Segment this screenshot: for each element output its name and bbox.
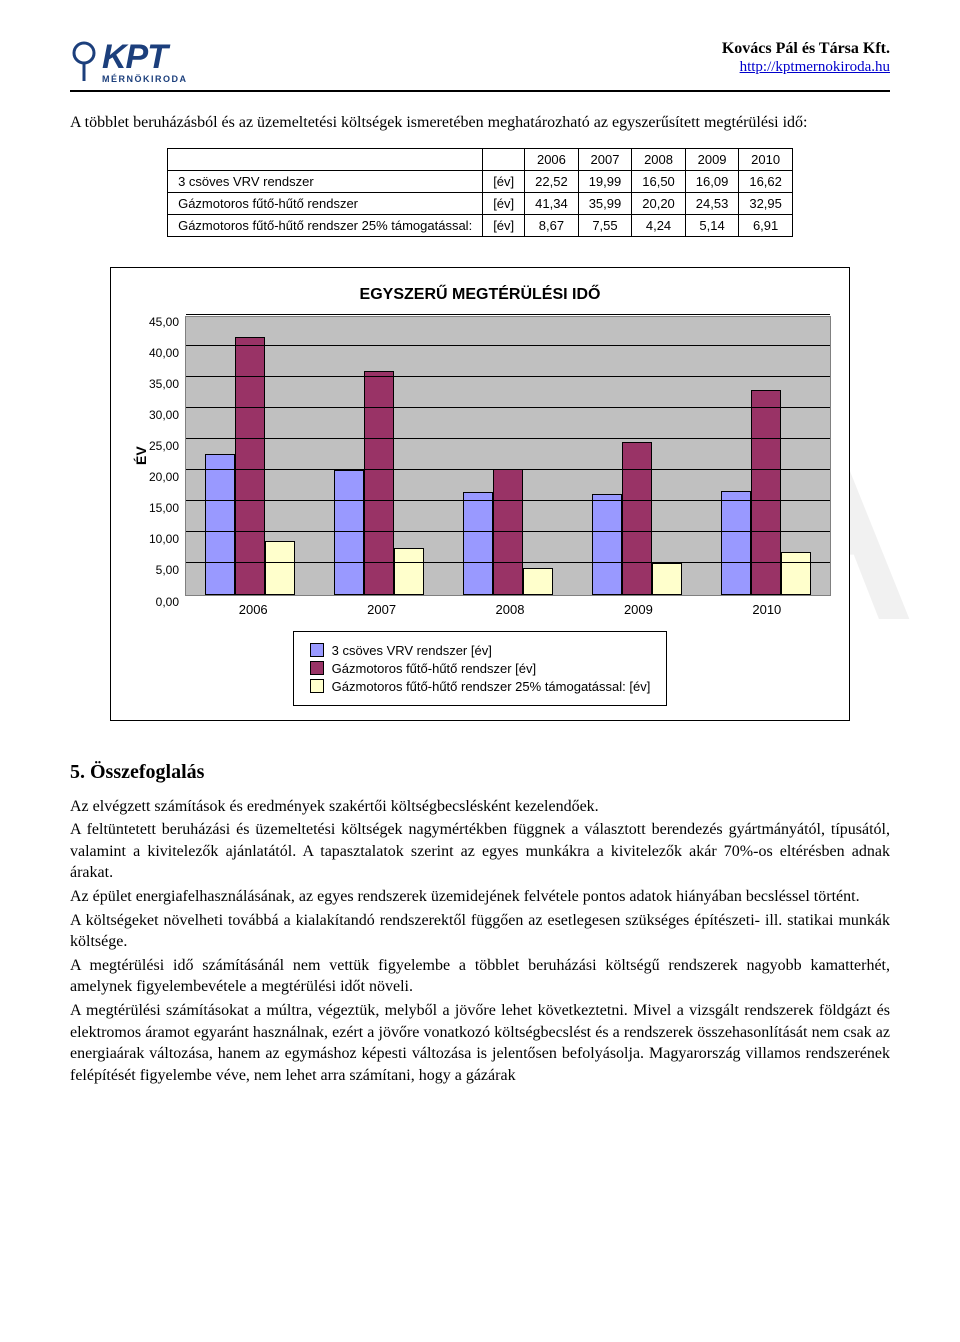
cell: 8,67 <box>525 214 579 236</box>
bar <box>592 494 622 594</box>
bar <box>652 563 682 595</box>
cell: 6,91 <box>739 214 793 236</box>
legend-label: 3 csöves VRV rendszer [év] <box>332 643 492 658</box>
bar <box>334 470 364 594</box>
legend-swatch <box>310 661 324 675</box>
bar <box>265 541 295 595</box>
cell: 32,95 <box>739 192 793 214</box>
bar-group <box>572 317 701 595</box>
bar <box>364 371 394 595</box>
bar <box>781 552 811 595</box>
row-label: 3 csöves VRV rendszer <box>168 170 483 192</box>
chart-legend: 3 csöves VRV rendszer [év] Gázmotoros fűt… <box>293 631 668 706</box>
cell: 5,14 <box>685 214 739 236</box>
row-unit: [év] <box>483 170 525 192</box>
cell: 7,55 <box>578 214 632 236</box>
logo-main-text: KPT <box>102 40 188 74</box>
payback-table: 2006 2007 2008 2009 2010 3 csöves VRV re… <box>167 148 793 237</box>
cell: 35,99 <box>578 192 632 214</box>
row-unit: [év] <box>483 214 525 236</box>
bar <box>622 442 652 595</box>
body-paragraph: Az elvégzett számítások és eredmények sz… <box>70 796 890 818</box>
chart-xaxis: 20062007200820092010 <box>129 602 831 617</box>
body-paragraph: A költségeket növelheti továbbá a kialak… <box>70 910 890 953</box>
section-body: Az elvégzett számítások és eredmények sz… <box>70 796 890 1087</box>
legend-row: 3 csöves VRV rendszer [év] <box>310 643 651 658</box>
chart-plot <box>185 316 831 596</box>
logo-sub-text: MÉRNÖKIRODA <box>102 74 188 84</box>
body-paragraph: A megtérülési számításokat a múltra, vég… <box>70 1000 890 1086</box>
bar-group <box>444 317 573 595</box>
chart-yaxis: 0,005,0010,0015,0020,0025,0030,0035,0040… <box>149 316 185 596</box>
bar-group <box>186 317 315 595</box>
company-url[interactable]: http://kptmernokiroda.hu <box>740 59 890 75</box>
body-paragraph: Az épület energiafelhasználásának, az eg… <box>70 886 890 908</box>
cell: 16,62 <box>739 170 793 192</box>
cell: 4,24 <box>632 214 686 236</box>
cell: 24,53 <box>685 192 739 214</box>
logo: KPT MÉRNÖKIRODA <box>70 40 188 84</box>
bar <box>463 492 493 595</box>
chart-frame: EGYSZERŰ MEGTÉRÜLÉSI IDŐ ÉV 0,005,0010,0… <box>110 267 850 721</box>
bar-group <box>315 317 444 595</box>
cell: 20,20 <box>632 192 686 214</box>
legend-row: Gázmotoros fűtő-hűtő rendszer 25% támoga… <box>310 679 651 694</box>
table-row: 3 csöves VRV rendszer[év]22,5219,9916,50… <box>168 170 793 192</box>
xtick-label: 2007 <box>317 602 445 617</box>
intro-paragraph: A többlet beruházásból és az üzemeltetés… <box>70 112 890 134</box>
legend-label: Gázmotoros fűtő-hűtő rendszer [év] <box>332 661 536 676</box>
col-2010: 2010 <box>739 148 793 170</box>
row-unit: [év] <box>483 192 525 214</box>
col-2006: 2006 <box>525 148 579 170</box>
cell: 41,34 <box>525 192 579 214</box>
cell: 16,09 <box>685 170 739 192</box>
legend-swatch <box>310 643 324 657</box>
chart-title: EGYSZERŰ MEGTÉRÜLÉSI IDŐ <box>129 286 831 304</box>
xtick-label: 2008 <box>446 602 574 617</box>
bar <box>523 568 553 594</box>
col-2008: 2008 <box>632 148 686 170</box>
body-paragraph: A megtérülési idő számításánál nem vettü… <box>70 955 890 998</box>
chart-ylabel: ÉV <box>129 316 149 596</box>
bar <box>394 548 424 595</box>
bar <box>751 390 781 595</box>
col-2009: 2009 <box>685 148 739 170</box>
col-2007: 2007 <box>578 148 632 170</box>
xtick-label: 2009 <box>574 602 702 617</box>
legend-row: Gázmotoros fűtő-hűtő rendszer [év] <box>310 661 651 676</box>
cell: 19,99 <box>578 170 632 192</box>
legend-label: Gázmotoros fűtő-hűtő rendszer 25% támoga… <box>332 679 651 694</box>
table-row: Gázmotoros fűtő-hűtő rendszer 25% támoga… <box>168 214 793 236</box>
legend-swatch <box>310 679 324 693</box>
bar <box>721 491 751 594</box>
row-label: Gázmotoros fűtő-hűtő rendszer <box>168 192 483 214</box>
bar <box>205 454 235 594</box>
xtick-label: 2006 <box>189 602 317 617</box>
page-header: KPT MÉRNÖKIRODA Kovács Pál és Társa Kft.… <box>70 40 890 92</box>
company-name: Kovács Pál és Társa Kft. <box>722 40 890 58</box>
row-label: Gázmotoros fűtő-hűtő rendszer 25% támoga… <box>168 214 483 236</box>
cell: 22,52 <box>525 170 579 192</box>
body-paragraph: A feltüntetett beruházási és üzemeltetés… <box>70 819 890 884</box>
cell: 16,50 <box>632 170 686 192</box>
logo-mark-icon <box>70 41 98 83</box>
table-header-row: 2006 2007 2008 2009 2010 <box>168 148 793 170</box>
table-row: Gázmotoros fűtő-hűtő rendszer[év]41,3435… <box>168 192 793 214</box>
section-heading: 5. Összefoglalás <box>70 761 890 784</box>
xtick-label: 2010 <box>703 602 831 617</box>
bar-group <box>701 317 830 595</box>
